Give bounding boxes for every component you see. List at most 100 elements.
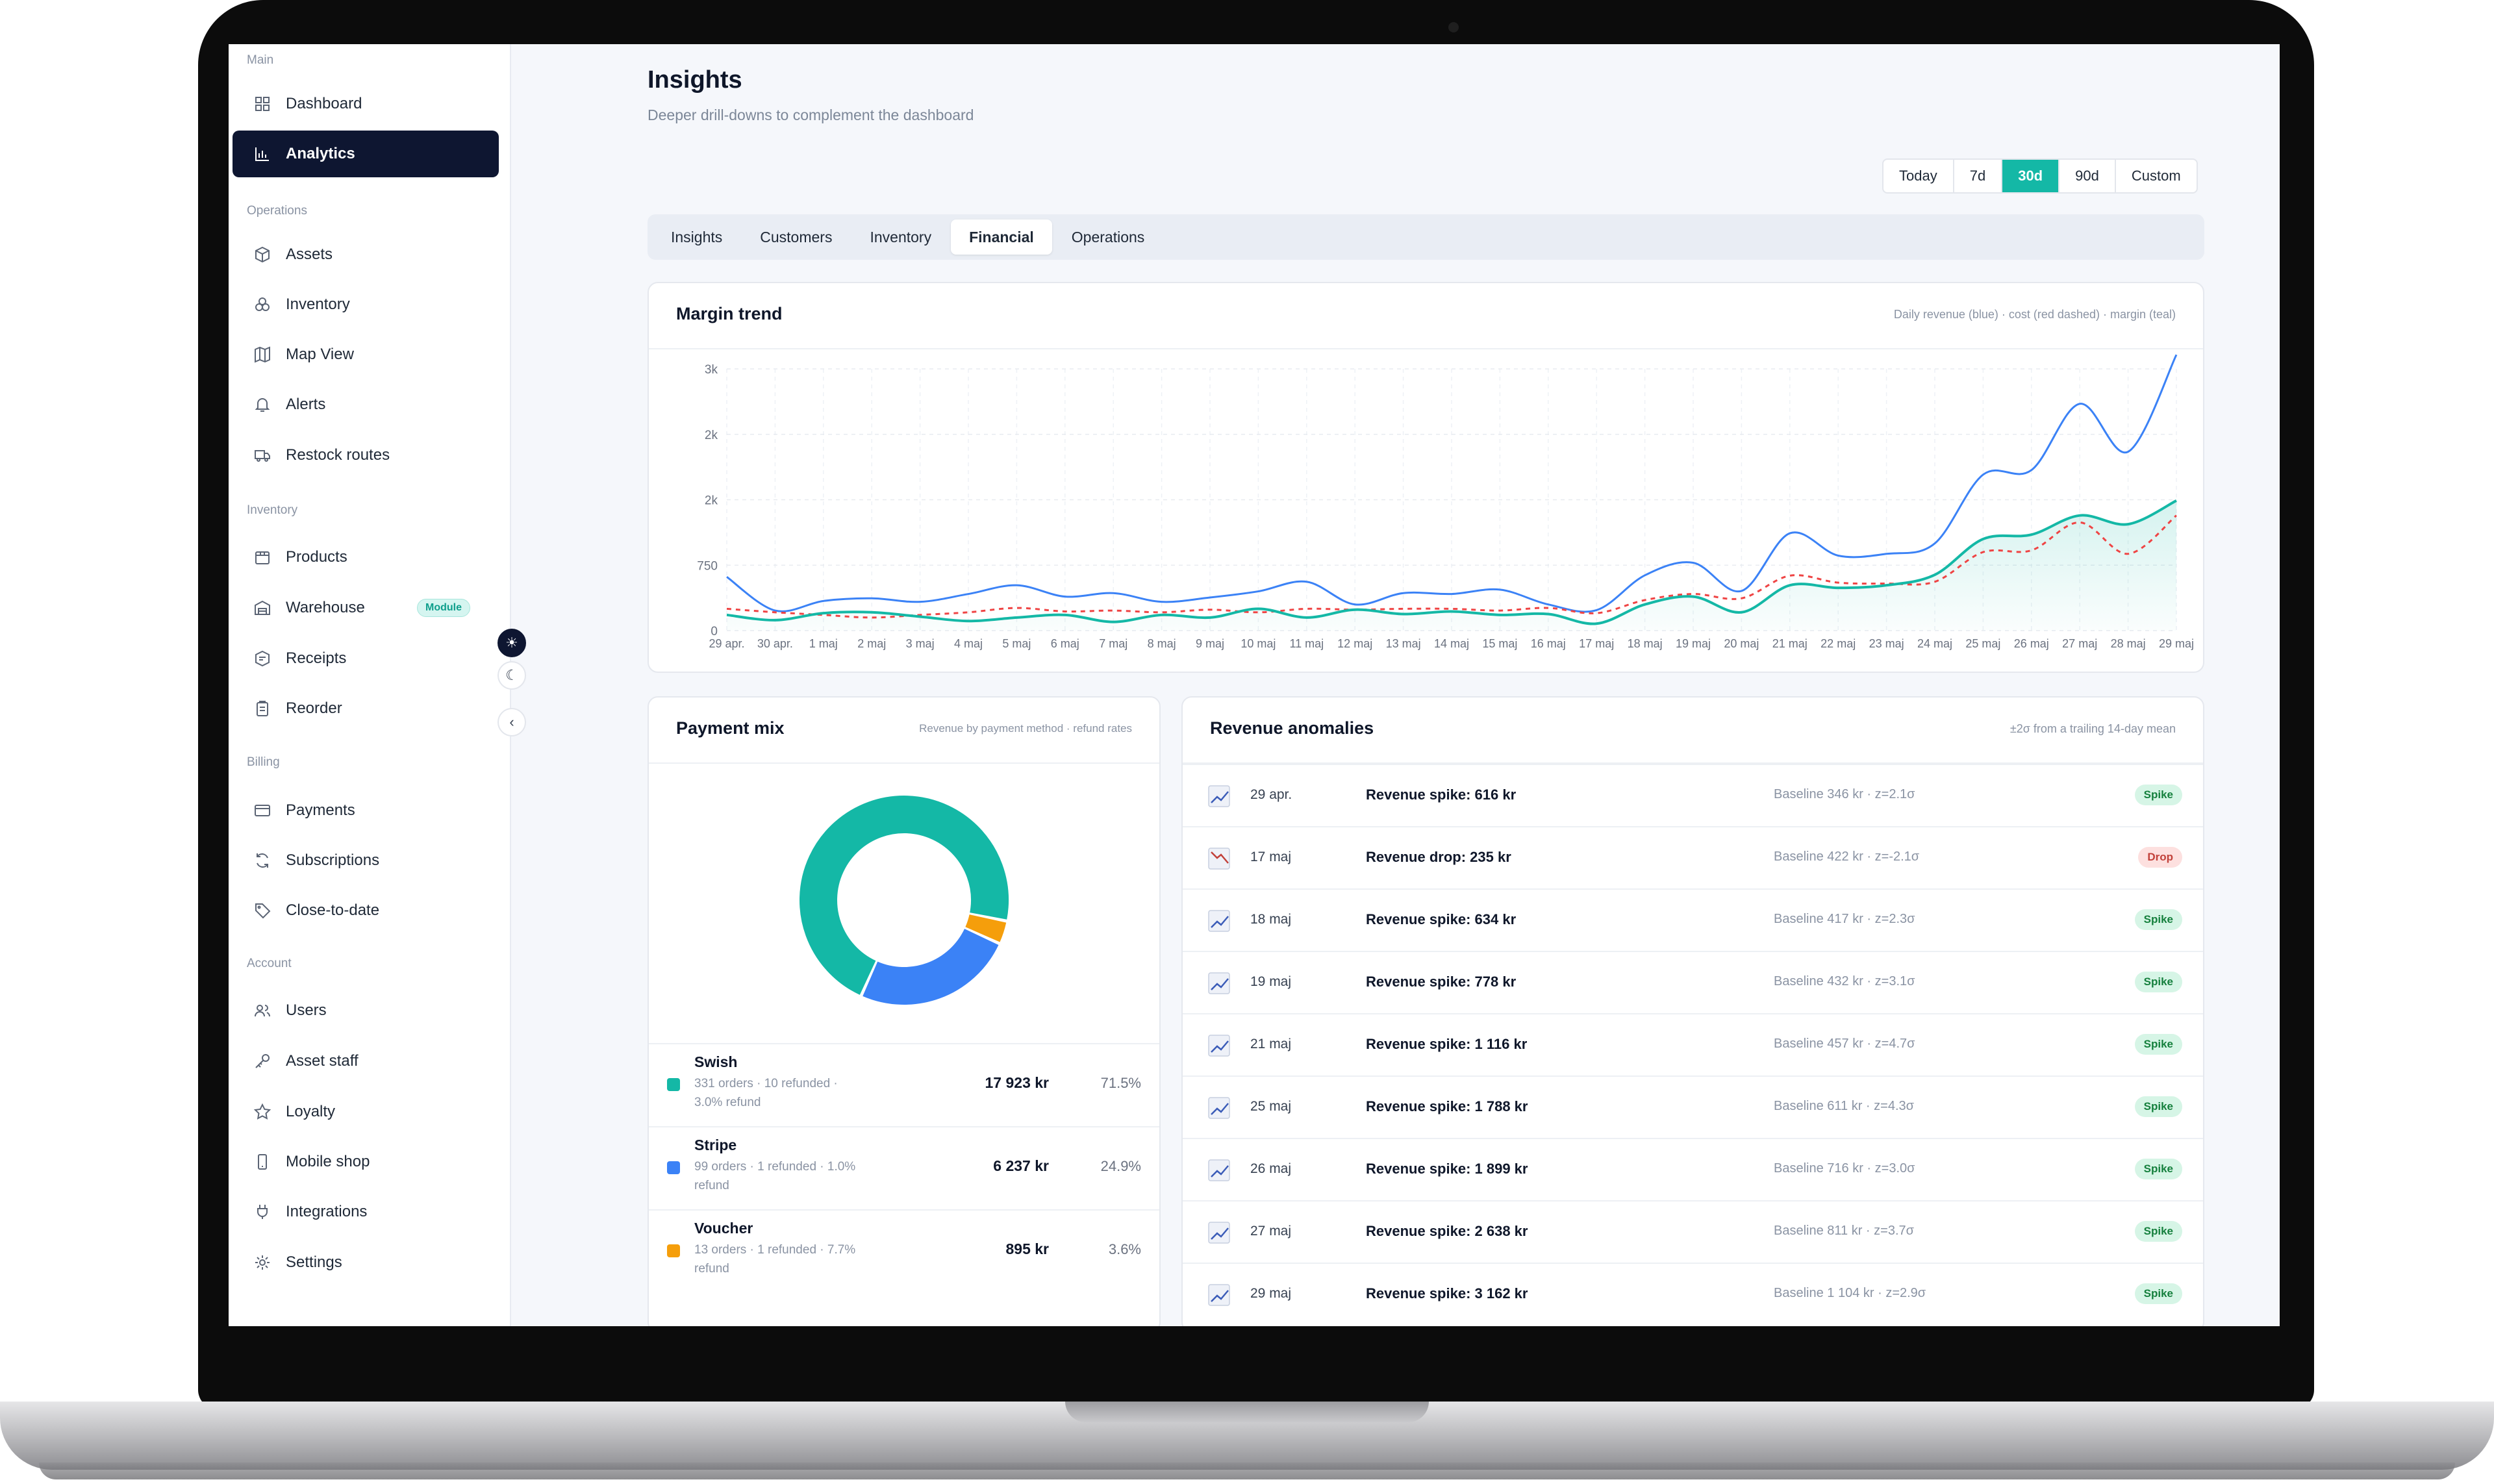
tab-financial[interactable]: Financial [951,220,1052,255]
tag-icon [252,900,273,921]
map-icon [252,344,273,365]
anomaly-row[interactable]: 21 maj Revenue spike: 1 116 kr Baseline 45… [1183,1013,2203,1075]
legend-swatch [667,1161,680,1174]
sun-icon[interactable]: ☀ [498,629,526,657]
anomaly-badge: Spike [2134,909,2182,930]
donut-slice-swish[interactable] [794,790,1014,1010]
sidebar-item-analytics[interactable]: Analytics [233,131,499,177]
sidebar-item-mobile-shop[interactable]: Mobile shop [233,1138,499,1185]
range-30d[interactable]: 30d [2002,160,2060,192]
margin-area [727,500,2176,631]
sidebar: Main Operations Inventory Billing Accoun… [229,44,511,1326]
sidebar-item-label: Integrations [286,1203,368,1220]
range-90d[interactable]: 90d [2059,160,2116,192]
anomaly-row[interactable]: 29 maj Revenue spike: 3 162 kr Baseline 1 … [1183,1263,2203,1325]
range-7d[interactable]: 7d [1954,160,2003,192]
payment-row-stripe[interactable]: Stripe 99 orders · 1 refunded · 1.0% refu… [649,1126,1159,1209]
sidebar-item-reorder[interactable]: Reorder [233,685,499,732]
tab-bar: Insights Customers Inventory Financial O… [648,214,2204,260]
x-tick-label: 26 maj [2014,637,2049,650]
bar-chart-icon [252,144,273,164]
anomaly-row[interactable]: 26 maj Revenue spike: 1 899 kr Baseline 71… [1183,1138,2203,1200]
moon-icon[interactable]: ☾ [498,661,526,690]
page-subtitle: Deeper drill-downs to complement the das… [648,107,974,123]
sidebar-item-label: Close-to-date [286,901,380,919]
trend-up-icon [1208,1222,1230,1244]
x-tick-label: 1 maj [809,637,838,650]
sidebar-item-label: Products [286,548,347,566]
section-label-inventory: Inventory [247,503,298,517]
sidebar-item-integrations[interactable]: Integrations [233,1188,499,1235]
trend-up-icon [1208,1097,1230,1119]
cube-icon [252,244,273,265]
anomaly-row[interactable]: 29 apr. Revenue spike: 616 kr Baseline 346… [1183,764,2203,826]
sidebar-item-label: Asset staff [286,1052,359,1070]
sidebar-item-alerts[interactable]: Alerts [233,381,499,428]
anomaly-date: 25 maj [1250,1099,1292,1114]
sidebar-item-inventory[interactable]: Inventory [233,281,499,328]
x-tick-label: 18 maj [1628,637,1663,650]
phone-icon [252,1151,273,1172]
anomaly-badge: Spike [2134,1096,2182,1117]
range-today[interactable]: Today [1883,160,1954,192]
sidebar-item-warehouse[interactable]: Warehouse Module [233,585,499,631]
anomaly-row[interactable]: 18 maj Revenue spike: 634 kr Baseline 417 … [1183,888,2203,951]
tab-operations[interactable]: Operations [1071,228,1145,245]
boxes-icon [252,294,273,315]
legend-swatch [667,1078,680,1091]
x-tick-label: 29 apr. [709,637,744,650]
payment-donut-chart [794,790,1014,1010]
sidebar-item-close-to-date[interactable]: Close-to-date [233,887,499,934]
trend-down-icon [1208,848,1230,870]
x-tick-label: 3 maj [906,637,935,650]
anomaly-row[interactable]: 17 maj Revenue drop: 235 kr Baseline 422 k… [1183,826,2203,888]
y-tick-label: 0 [711,625,718,638]
sidebar-item-settings[interactable]: Settings [233,1239,499,1286]
clipboard-icon [252,698,273,719]
x-tick-label: 25 maj [1965,637,2000,650]
sidebar-item-label: Dashboard [286,95,362,112]
receipt-icon [252,648,273,669]
anomaly-title: Revenue spike: 778 kr [1366,974,1517,990]
warehouse-icon [252,597,273,618]
sidebar-item-assets[interactable]: Assets [233,231,499,278]
trend-up-icon [1208,910,1230,932]
sidebar-item-loyalty[interactable]: Loyalty [233,1088,499,1135]
x-tick-label: 7 maj [1099,637,1127,650]
sidebar-item-map-view[interactable]: Map View [233,331,499,378]
anomaly-row[interactable]: 27 maj Revenue spike: 2 638 kr Baseline 81… [1183,1200,2203,1263]
sidebar-item-dashboard[interactable]: Dashboard [233,81,499,127]
anomaly-row[interactable]: 19 maj Revenue spike: 778 kr Baseline 432 … [1183,951,2203,1013]
trend-up-icon [1208,1159,1230,1181]
range-custom[interactable]: Custom [2131,168,2181,184]
sidebar-item-label: Restock routes [286,446,390,464]
anomaly-baseline: Baseline 811 kr · z=3.7σ [1774,1224,1914,1238]
sidebar-item-products[interactable]: Products [233,534,499,581]
payment-row-swish[interactable]: Swish 331 orders · 10 refunded · 3.0% ref… [649,1043,1159,1126]
payment-row-voucher[interactable]: Voucher 13 orders · 1 refunded · 7.7% ref… [649,1209,1159,1292]
sidebar-item-subscriptions[interactable]: Subscriptions [233,837,499,884]
collapse-sidebar-button[interactable]: ‹ [498,708,526,736]
anomaly-date: 26 maj [1250,1161,1292,1176]
anomaly-badge: Drop [2138,847,2182,868]
x-tick-label: 10 maj [1241,637,1276,650]
x-tick-label: 29 maj [2159,637,2194,650]
gear-icon [252,1252,273,1273]
sidebar-item-label: Assets [286,245,333,263]
laptop-base-shadow [39,1463,2455,1479]
sidebar-item-users[interactable]: Users [233,987,499,1034]
sidebar-item-payments[interactable]: Payments [233,787,499,834]
sidebar-item-asset-staff[interactable]: Asset staff [233,1038,499,1085]
sidebar-item-restock-routes[interactable]: Restock routes [233,432,499,479]
donut-slice-stripe[interactable] [794,790,1014,1010]
tab-insights[interactable]: Insights [671,228,723,245]
tab-inventory[interactable]: Inventory [870,228,932,245]
tab-customers[interactable]: Customers [760,228,833,245]
margin-trend-note: Daily revenue (blue) · cost (red dashed)… [1893,308,2176,321]
sidebar-item-receipts[interactable]: Receipts [233,635,499,682]
payment-amount: 6 237 kr [993,1157,1049,1174]
credit-card-icon [252,800,273,821]
anomaly-row[interactable]: 25 maj Revenue spike: 1 788 kr Baseline 61… [1183,1075,2203,1138]
anomaly-baseline: Baseline 346 kr · z=2.1σ [1774,787,1915,801]
grid-icon [252,94,273,114]
